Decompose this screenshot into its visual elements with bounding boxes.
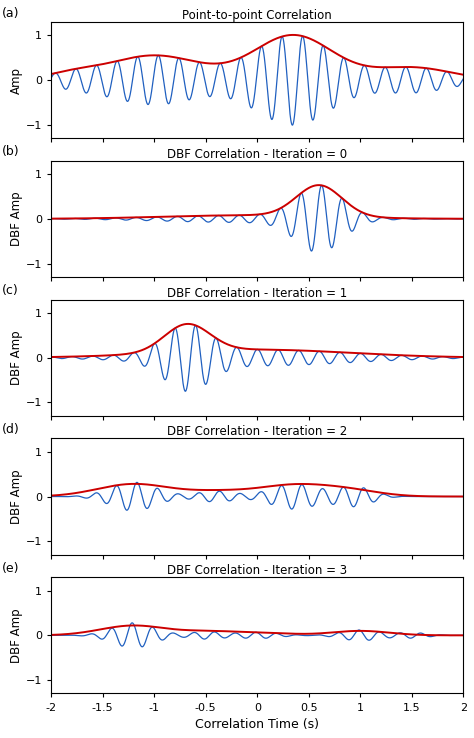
Y-axis label: DBF Amp: DBF Amp: [10, 331, 23, 385]
X-axis label: Correlation Time (s): Correlation Time (s): [195, 718, 319, 731]
Y-axis label: Amp: Amp: [10, 66, 23, 94]
Y-axis label: DBF Amp: DBF Amp: [10, 192, 23, 246]
Text: (a): (a): [1, 7, 19, 20]
Title: DBF Correlation - Iteration = 3: DBF Correlation - Iteration = 3: [167, 565, 347, 577]
Y-axis label: DBF Amp: DBF Amp: [10, 608, 23, 663]
Title: DBF Correlation - Iteration = 0: DBF Correlation - Iteration = 0: [167, 148, 347, 161]
Title: DBF Correlation - Iteration = 1: DBF Correlation - Iteration = 1: [167, 286, 347, 300]
Text: (e): (e): [1, 562, 19, 575]
Title: DBF Correlation - Iteration = 2: DBF Correlation - Iteration = 2: [167, 425, 347, 438]
Text: (c): (c): [1, 284, 18, 297]
Title: Point-to-point Correlation: Point-to-point Correlation: [182, 9, 332, 22]
Text: (d): (d): [1, 423, 19, 436]
Y-axis label: DBF Amp: DBF Amp: [10, 469, 23, 524]
Text: (b): (b): [1, 145, 19, 159]
